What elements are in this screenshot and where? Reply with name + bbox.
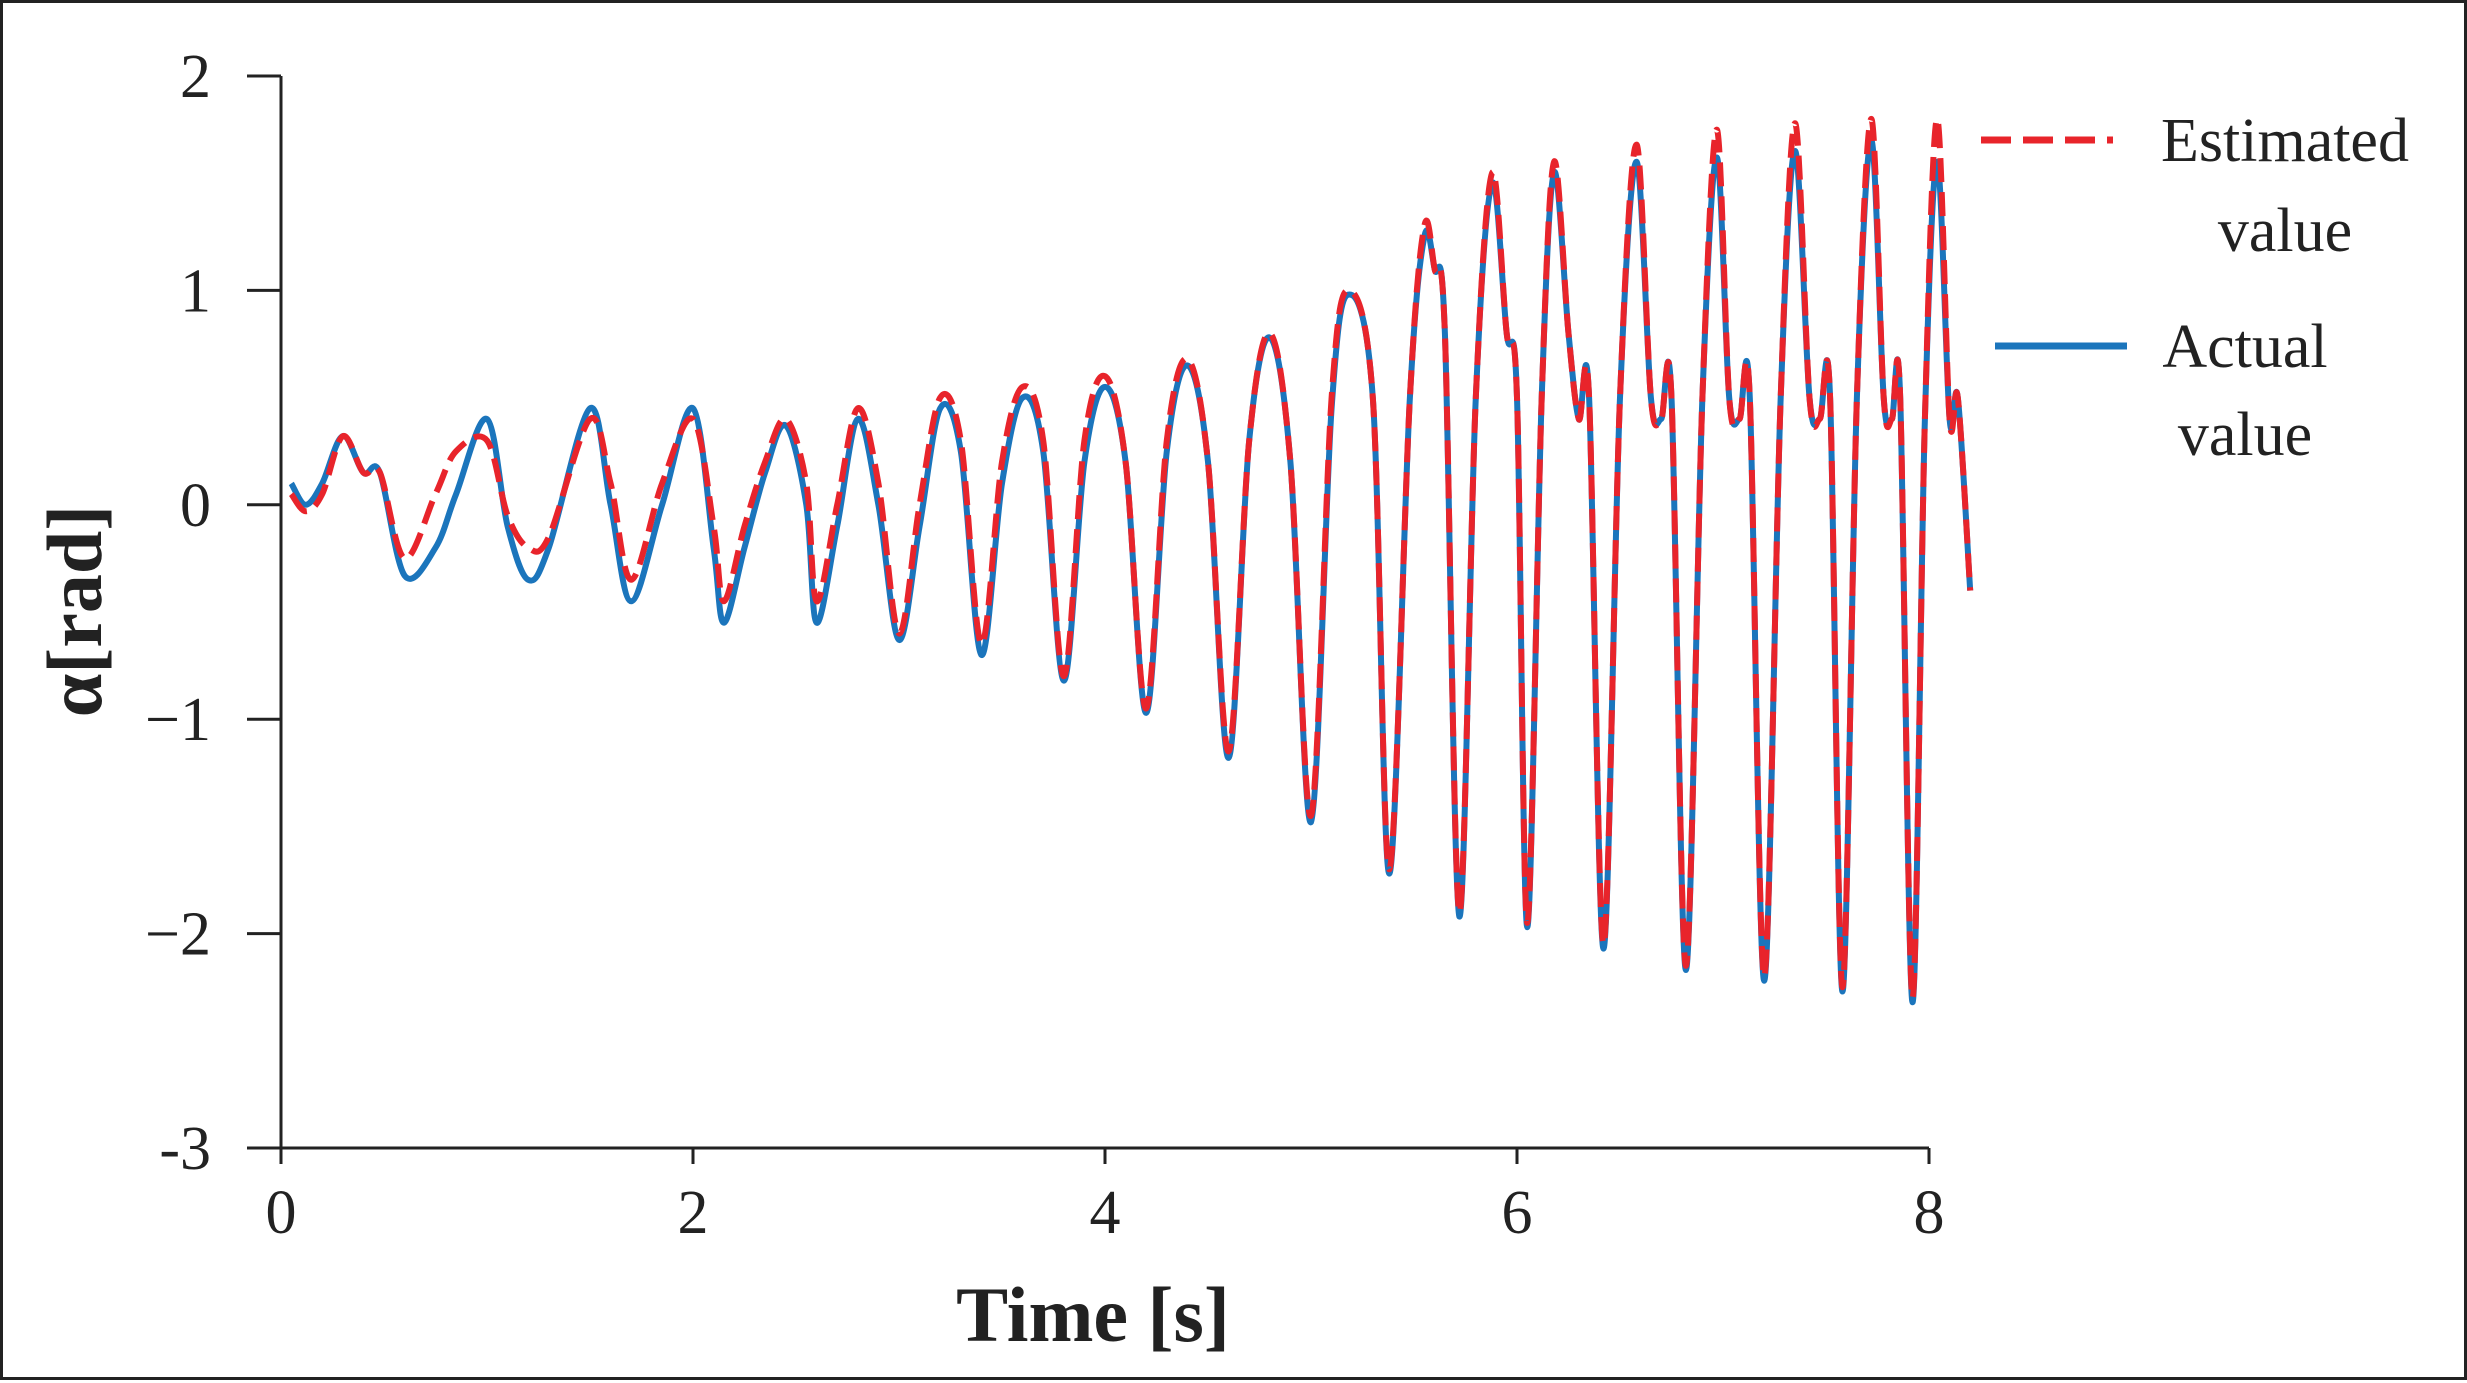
x-axis-title: Time [s]: [956, 1271, 1230, 1358]
x-tick-label: 4: [1090, 1179, 1121, 1247]
y-tick-label: 2: [180, 43, 211, 111]
y-tick-label: -3: [159, 1115, 211, 1183]
legend-label-estimated-line1: Estimated: [2161, 107, 2409, 175]
y-tick-label: 0: [180, 472, 211, 540]
x-tick-label: 6: [1502, 1179, 1533, 1247]
x-tick-label: 8: [1914, 1179, 1945, 1247]
line-chart: 0 2 4 6 8 2 1 0 −1 −2 -3 Time [s] α[rad] Estimate…: [31, 43, 2409, 1358]
y-axis-title: α[rad]: [31, 505, 118, 717]
legend-item-estimated: Estimated value: [1981, 107, 2409, 265]
legend-item-actual: Actual value: [1995, 313, 2328, 469]
legend-label-actual-line1: Actual: [2162, 313, 2327, 381]
legend-label-estimated-line2: value: [2218, 197, 2352, 265]
axes: [279, 76, 1929, 1150]
legend-label-actual-line2: value: [2178, 401, 2312, 469]
x-ticks: 0 2 4 6 8: [266, 1148, 1945, 1247]
y-ticks: 2 1 0 −1 −2 -3: [145, 43, 281, 1183]
x-tick-label: 0: [266, 1179, 297, 1247]
y-tick-label: 1: [180, 257, 211, 325]
legend: Estimated value Actual value: [1981, 107, 2409, 469]
y-tick-label: −2: [145, 901, 211, 969]
series-layer: [288, 115, 1974, 1006]
series-line-estimated: [288, 115, 1974, 1001]
x-tick-label: 2: [678, 1179, 709, 1247]
y-tick-label: −1: [145, 686, 211, 754]
